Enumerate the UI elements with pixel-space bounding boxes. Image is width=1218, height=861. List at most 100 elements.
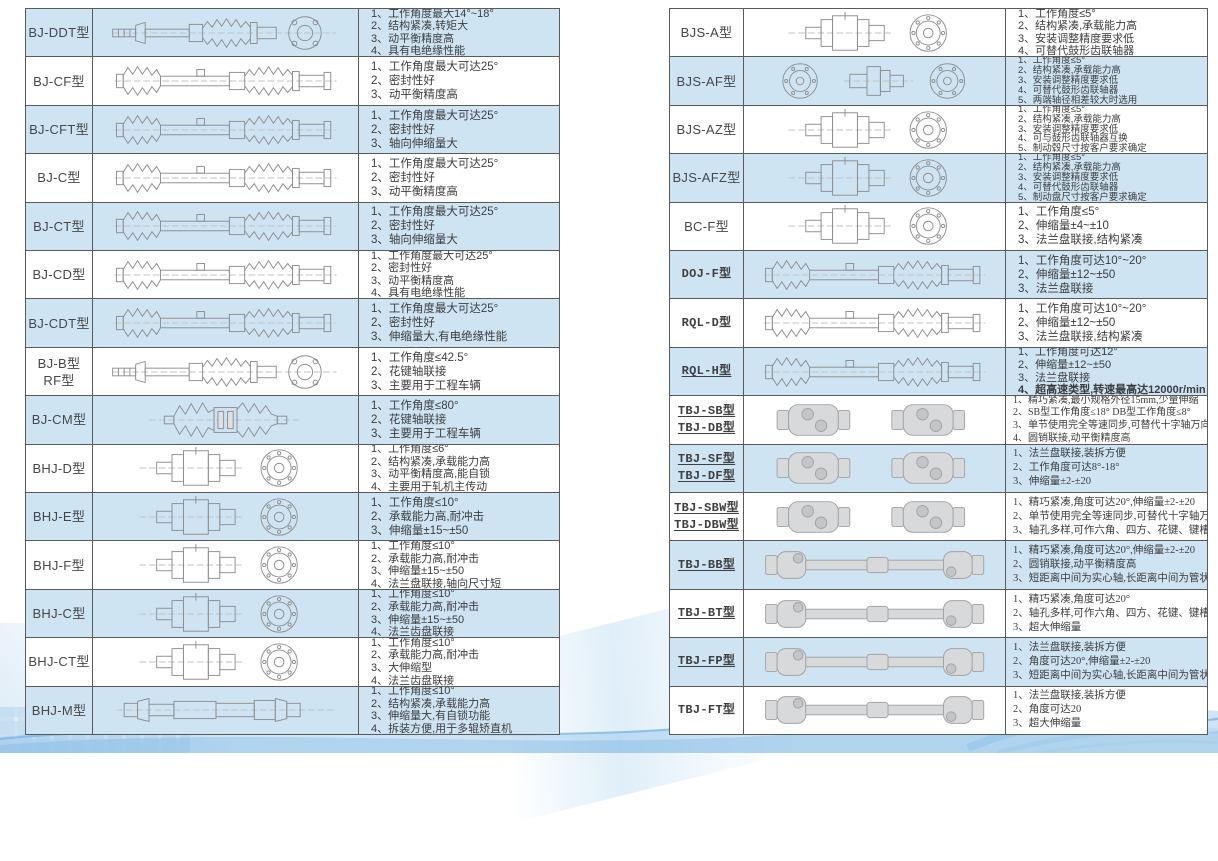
spec-line: 3、安装调整精度要求低	[1018, 75, 1119, 87]
model-name: BJ-B型	[37, 355, 81, 371]
table-row: BJ-C型 1、工作角度最大可达25° 2、密封性好 3、动平衡精度高	[26, 154, 559, 203]
specs-cell: 1、工作角度≤80° 2、花键轴联接 3、主要用于工程车辆	[359, 396, 559, 443]
table-row: RQL-D型 1、工作角度可达10°~20° 2、伸缩量±12~±50 3、法兰盘联…	[670, 299, 1207, 348]
coupling-with-flange-disc-drawing	[139, 447, 298, 488]
spec-line: 2、承载能力高,耐冲击	[371, 510, 485, 523]
specs-cell: 1、精巧紧凑,角度可达20° 2、轴孔多样,可作六角、四方、花键、键槽等 3、超大伸…	[1006, 590, 1207, 637]
bellows-shaft-drawing	[114, 307, 337, 339]
spec-line: 2、承载能力高,耐冲击	[371, 600, 480, 613]
model-cell: BJS-AFZ型	[670, 154, 744, 202]
spec-line: 3、动平衡精度高,能自锁	[371, 468, 491, 481]
model-name: BC-F型	[684, 218, 729, 234]
model-cell: TBJ-BT型	[670, 589, 744, 638]
spec-line: 1、工作角度≤10°	[371, 589, 455, 601]
model-cell: TBJ-SF型 TBJ-DF型	[670, 444, 744, 493]
model-name: BHJ-C型	[32, 606, 86, 622]
spec-line: 4、可替代鼓形齿联轴器	[1018, 181, 1119, 193]
spec-line: 2、结构紧凑,承载能力高	[371, 697, 491, 710]
model-name: BJ-CM型	[31, 412, 87, 428]
spec-line: 4、法兰齿盘联接	[371, 626, 455, 638]
spec-line: 2、伸缩量±4~±10	[1018, 220, 1109, 233]
model-cell: BHJ-E型	[26, 493, 93, 541]
model-name: TBJ-BT型	[677, 606, 736, 621]
model-cell: TBJ-FT型	[670, 686, 744, 735]
spec-line: 1、工作角度≤10°	[371, 638, 455, 649]
specs-cell: 1、工作角度≤42.5° 2、花键轴联接 3、主要用于工程车辆	[359, 348, 559, 395]
spec-line: 3、伸缩量大,有自锁功能	[371, 710, 491, 723]
spec-line: 4、拆装方便,用于多辊矫直机	[371, 722, 513, 735]
coupling-with-flange-disc-drawing	[788, 11, 947, 52]
spec-line: 3、安装调整精度要求低	[1018, 32, 1135, 45]
model-cell: BJ-CFT型	[26, 105, 93, 154]
spec-line: 1、工作角度≤5°	[1018, 9, 1096, 20]
table-row: BJ-CDT型 1、工作角度最大可达25° 2、密封性好 3、伸缩量大,有电绝缘性能	[26, 299, 559, 348]
coupling-with-flange-disc-drawing	[788, 108, 947, 149]
spec-line: 2、圆销联接,动平衡精度高	[1013, 559, 1137, 571]
spec-line: 2、承载能力高,耐冲击	[371, 649, 480, 662]
table-row: TBJ-SBW型 TBJ-DBW型 1、精巧紧凑,角度可达20°,伸缩量±2-±2…	[670, 493, 1207, 542]
spec-line: 1、工作角度可达10°~20°	[1018, 254, 1147, 267]
spec-line: 2、角度可达20°,伸缩量±2-±20	[1013, 655, 1151, 667]
spec-line: 3、安装调整精度要求低	[1018, 171, 1119, 183]
specs-cell: 1、工作角度≤6° 2、结构紧凑,承载能力高 3、动平衡精度高,能自锁 4、主要用于轧…	[359, 445, 559, 492]
drawing-cell	[93, 154, 359, 202]
spec-line: 1、工作角度最大可达25°	[371, 109, 499, 122]
drawing-cell	[744, 638, 1006, 686]
spec-line: 1、法兰盘联接,装拆方便	[1013, 448, 1126, 460]
model-name: RQL-D型	[681, 315, 732, 330]
spec-line: 3、动平衡精度高	[371, 185, 458, 198]
specs-cell: 1、工作角度可达12° 2、伸缩量±12~±50 3、法兰盘联接 4、超高速类型,转速…	[1006, 348, 1207, 395]
spec-line: 2、角度可达20	[1013, 704, 1082, 716]
table-row: TBJ-BB型 1、精巧紧凑,角度可达20°,伸缩量±2-±20 2、圆销联接,动…	[670, 541, 1207, 590]
spec-line: 1、法兰盘联接,装拆方便	[1013, 641, 1126, 653]
coupling-with-flange-disc-drawing	[139, 640, 298, 681]
model-cell: BJS-A型	[670, 9, 744, 57]
table-row: DOJ-F型 1、工作角度可达10°~20° 2、伸缩量±12~±50 3、法兰盘联…	[670, 251, 1207, 300]
specs-cell: 1、工作角度≤5° 2、结构紧凑,承载能力高 3、安装调整精度要求低 4、可替代鼓形齿…	[1006, 9, 1207, 56]
model-cell: RQL-H型	[670, 347, 744, 396]
spec-line: 2、伸缩量±12~±50	[1018, 317, 1116, 330]
spec-line: 3、伸缩量±15~±50	[371, 524, 469, 537]
telescopic-shaft-drawing	[116, 698, 335, 723]
spec-line: 3、超大伸缩量	[1013, 621, 1082, 633]
model-cell: BJS-AF型	[670, 57, 744, 105]
telescopic-joint-shaft-drawing	[764, 696, 985, 725]
spec-line: 3、法兰盘联接,结构紧凑	[1018, 331, 1143, 344]
spec-line: 3、伸缩量±15~±50	[371, 565, 465, 578]
spec-line: 2、结构紧凑,转矩大	[371, 20, 469, 33]
model-name: BJS-A型	[680, 25, 733, 41]
specs-cell: 1、工作角度≤10° 2、承载能力高,耐冲击 3、伸缩量±15~±50 4、法兰齿盘联…	[359, 590, 559, 637]
spec-line: 2、结构紧凑,承载能力高	[1018, 65, 1121, 77]
table-row: BJ-CT型 1、工作角度最大可达25° 2、密封性好 3、轴向伸缩量大	[26, 202, 559, 252]
spec-line: 3、主要用于工程车辆	[371, 379, 481, 392]
telescopic-joint-shaft-drawing	[764, 648, 985, 676]
spec-line: 3、超大伸缩量	[1013, 718, 1082, 730]
model-name: TBJ-FT型	[677, 702, 736, 717]
specs-cell: 1、工作角度≤5° 2、结构紧凑,承载能力高 3、安装调整精度要求低 4、可与鼓形齿联…	[1006, 106, 1207, 153]
spec-line: 3、伸缩量±15~±50	[371, 613, 465, 626]
drawing-cell	[744, 541, 1006, 589]
drawing-cell	[93, 347, 359, 396]
model-name: BJ-CD型	[32, 267, 86, 283]
spec-line: 1、工作角度≤5°	[1018, 105, 1086, 115]
spec-line: 2、密封性好	[371, 123, 435, 136]
spec-line: 3、安装调整精度要求低	[1018, 123, 1119, 135]
spec-line: 3、短距离中间为实心轴,长距离中间为管状轴	[1013, 669, 1207, 681]
table-row: BJ-DDT型 1、工作角度最大14°~18° 2、结构紧凑,转矩大 3、动平衡精度…	[26, 9, 559, 58]
drawing-cell	[744, 493, 1006, 541]
specs-cell: 1、精巧紧凑,最小规格外径15mm,少量伸缩 2、SB型工作角度≤18° DB型工…	[1006, 396, 1207, 443]
spec-line: 3、动平衡精度高	[371, 32, 455, 45]
spec-line: 4、圆销联接,动平衡精度高	[1013, 432, 1131, 444]
drawing-cell	[93, 493, 359, 541]
table-row: BJS-AZ型 1、工作角度≤5° 2、结构紧凑,承载能力高 3、安装调整精度要求低…	[670, 105, 1207, 155]
spec-line: 1、工作角度≤5°	[1018, 57, 1086, 67]
model-name: DOJ-F型	[681, 267, 732, 282]
spec-line: 1、工作角度≤10°	[371, 541, 455, 552]
bellows-shaft-drawing	[114, 65, 337, 97]
model-name: BJS-AF型	[676, 73, 737, 89]
model-cell: TBJ-SB型 TBJ-DB型	[670, 396, 744, 444]
bellows-shaft-drawing	[114, 211, 337, 242]
table-row: TBJ-BT型 1、精巧紧凑,角度可达20° 2、轴孔多样,可作六角、四方、花键、…	[670, 589, 1207, 639]
bellows-shaft-drawing	[114, 114, 337, 145]
spec-line: 2、密封性好	[371, 262, 433, 275]
